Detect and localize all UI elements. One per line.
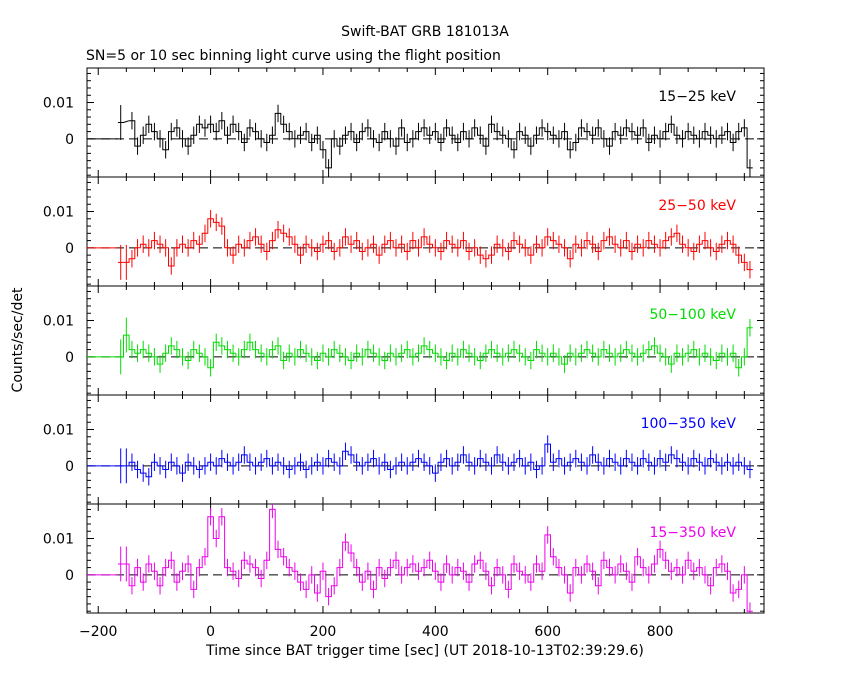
x-tick-label: 600 <box>534 624 561 640</box>
band-label: 25−50 keV <box>658 198 736 214</box>
chart-subtitle: SN=5 or 10 sec binning light curve using… <box>86 48 501 64</box>
y-tick-label: 0 <box>65 350 74 366</box>
y-tick-label: 0.01 <box>43 423 74 439</box>
y-tick-label: 0 <box>65 459 74 475</box>
error-bars <box>120 435 751 486</box>
series-line <box>117 112 753 169</box>
panel-frame <box>86 503 765 614</box>
x-tick-label: 200 <box>310 624 337 640</box>
chart-title: Swift-BAT GRB 181013A <box>341 24 509 40</box>
y-tick-label: 0.01 <box>43 532 74 548</box>
panel-2: 0 0.01 25−50 keV <box>43 176 765 287</box>
y-tick-label: 0.01 <box>43 314 74 330</box>
y-tick-label: 0 <box>65 568 74 584</box>
panel-frame <box>86 67 765 178</box>
series-line <box>117 508 753 612</box>
band-label: 100−350 keV <box>641 416 737 432</box>
x-tick-label: −200 <box>79 624 117 640</box>
x-axis-label: Time since BAT trigger time [sec] (UT 20… <box>205 643 644 659</box>
panel-5: 0 0.01 15−350 keV <box>43 503 765 614</box>
x-tick-label: 800 <box>647 624 674 640</box>
band-label: 50−100 keV <box>649 307 736 323</box>
error-bars <box>120 317 751 377</box>
y-tick-label: 0 <box>65 132 74 148</box>
panel-frame <box>86 394 765 505</box>
y-tick-label: 0.01 <box>43 205 74 221</box>
series-line <box>117 218 753 271</box>
x-tick-label: 400 <box>422 624 449 640</box>
band-label: 15−25 keV <box>658 89 736 105</box>
panel-frame <box>86 285 765 396</box>
error-bars <box>120 210 751 280</box>
panel-frame <box>86 176 765 287</box>
panels-group: 0 0.01 15−25 keV 0 0.01 25−50 keV 0 0.01 50−100 … <box>43 67 765 614</box>
series-line <box>117 443 753 478</box>
x-tick-labels: −200 0 200 400 600 800 <box>79 624 673 640</box>
panel-4: 0 0.01 100−350 keV <box>43 394 765 505</box>
panel-1: 0 0.01 15−25 keV <box>43 67 765 178</box>
y-axis-label: Counts/sec/det <box>10 287 26 392</box>
panel-3: 0 0.01 50−100 keV <box>43 285 765 396</box>
band-label: 15−350 keV <box>649 525 736 541</box>
error-bars <box>120 104 751 177</box>
y-tick-label: 0.01 <box>43 96 74 112</box>
y-tick-label: 0 <box>65 241 74 257</box>
error-bars <box>120 504 751 613</box>
x-tick-label: 0 <box>206 624 215 640</box>
